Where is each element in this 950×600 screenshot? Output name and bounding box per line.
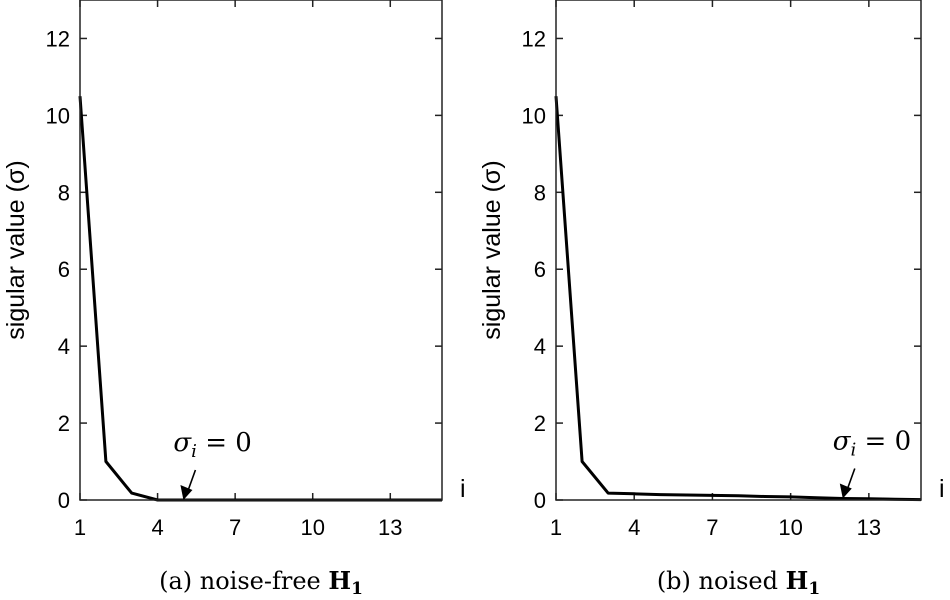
panel-a-caption-math-sub: 1 [351,579,363,599]
y-tick-label: 12 [522,26,546,51]
y-tick-label: 8 [58,180,70,205]
x-tick-label: 10 [300,515,324,540]
x-tick-label: 7 [229,515,241,540]
x-tick-label: 4 [628,515,640,540]
panel-b-axes-box [555,0,922,501]
y-tick-label: 2 [534,411,546,436]
y-tick-label: 10 [46,103,70,128]
panel-a-annotation-var: σ [173,428,192,458]
panel-b-annotation-var: σ [833,426,852,456]
panel-b-y-axis-label: sigular value (σ) [478,160,506,339]
panel-a-caption-math: H [328,566,351,595]
svg-text:σi = 0: σi = 0 [833,426,911,460]
y-tick-label: 6 [534,257,546,282]
panel-b-y-ticks: 0 2 4 6 8 10 12 [522,26,921,513]
panel-b-caption-math-sub: 1 [808,579,820,599]
y-tick-label: 4 [534,334,546,359]
panel-b-annotation: σi = 0 [833,426,911,499]
y-tick-label: 0 [58,488,70,513]
y-tick-label: 8 [534,180,546,205]
panel-a-annotation-arrowhead [180,485,193,500]
x-tick-label: 13 [378,515,402,540]
y-tick-label: 10 [522,103,546,128]
panel-b-x-axis-label: i [939,475,945,503]
y-tick-label: 4 [58,334,70,359]
panel-a-y-ticks: 0 2 4 6 8 10 12 [46,26,442,513]
svg-text:(b) noised H1: (b) noised H1 [657,566,820,599]
svg-text:σi = 0: σi = 0 [173,428,251,462]
panel-b-series-line [554,96,922,502]
x-tick-label: 13 [857,515,881,540]
svg-text:(a) noise-free H1: (a) noise-free H1 [159,566,363,599]
panel-a-annotation-sub: i [191,441,197,462]
panel-b-caption-math: H [786,566,809,595]
x-tick-label: 1 [74,515,86,540]
panel-a-annotation-rest: = 0 [197,428,252,458]
y-tick-label: 6 [58,257,70,282]
x-tick-label: 1 [550,515,562,540]
panel-a-x-axis-label: i [460,475,466,503]
panel-b-annotation-rest: = 0 [856,426,911,456]
x-tick-label: 10 [778,515,802,540]
y-tick-label: 0 [534,488,546,513]
panel-a-axes-box [79,0,443,501]
panel-b-caption: (b) noised [657,567,778,595]
panel-a-annotation: σi = 0 [173,428,252,500]
x-tick-label: 7 [706,515,718,540]
panel-a-x-ticks: 1 4 7 10 13 [74,0,403,540]
y-tick-label: 12 [46,26,70,51]
panel-b-x-ticks: 1 4 7 10 13 [550,0,881,540]
x-tick-label: 4 [151,515,163,540]
panel-b-annotation-sub: i [851,439,857,460]
y-tick-label: 2 [58,411,70,436]
panel-a-y-axis-label: sigular value (σ) [2,160,30,339]
panel-b-annotation-arrowhead [839,483,852,499]
panel-a-series-line [78,96,442,502]
panel-a-caption: (a) noise-free [159,567,321,595]
